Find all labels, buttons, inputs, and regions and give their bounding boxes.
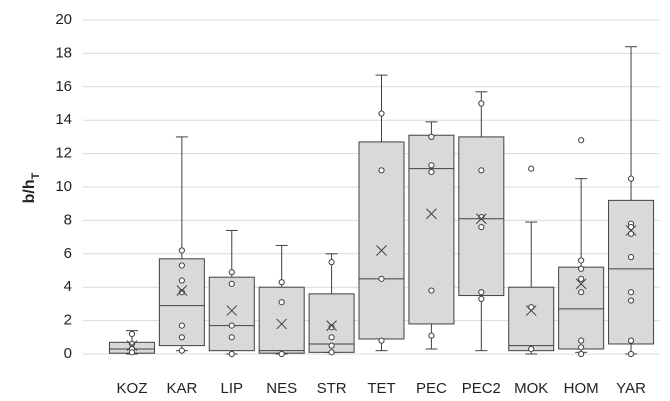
y-tick-label: 16 [55,78,72,95]
mean-marker [575,278,587,290]
y-tick-label: 18 [55,44,72,61]
data-point [228,322,235,329]
data-point [378,167,385,174]
data-point [578,275,585,282]
data-point [578,137,585,144]
mean-marker [525,305,537,316]
data-point [478,289,485,296]
data-point [228,269,235,276]
data-point [528,345,535,353]
data-point [627,175,635,182]
data-point [627,337,635,344]
data-point [428,162,435,169]
y-axis-label: b/hT [21,172,42,203]
data-point [428,168,435,176]
data-point [328,324,335,331]
x-tick-label: KOZ [117,380,148,397]
data-point [328,342,335,349]
data-point [428,332,435,339]
data-point [278,350,285,358]
data-point [378,337,385,344]
data-point [578,289,585,296]
data-point [627,289,635,296]
data-point [578,337,585,344]
x-tick-label: YAR [616,380,646,397]
data-point [178,262,185,269]
data-point [178,322,185,329]
y-tick-label: 10 [55,178,72,195]
box [158,258,205,347]
data-point [478,223,485,231]
data-point [228,350,235,358]
x-tick-label: PEC [416,380,447,397]
data-point [178,289,185,296]
y-tick-label: 20 [55,11,72,28]
data-point [578,350,585,358]
y-tick-label: 2 [64,312,72,329]
x-tick-label: TET [367,380,395,397]
data-point [378,275,385,282]
mean-marker [475,213,487,225]
y-label-main: b/h [21,179,38,203]
data-point [627,223,635,231]
y-tick-label: 6 [64,245,72,262]
data-point [627,230,635,237]
data-point [478,213,485,221]
data-point [478,100,485,107]
mean-marker [625,225,637,236]
data-point [478,167,485,174]
data-point [228,280,235,287]
data-point [228,334,235,341]
box [258,286,305,354]
x-tick-label: PEC2 [462,380,501,397]
data-point [328,349,335,356]
x-tick-label: KAR [166,380,197,397]
x-tick-label: LIP [221,380,244,397]
data-point [528,165,535,172]
data-point [328,259,335,266]
mean-marker [426,208,437,220]
data-point [128,349,136,356]
x-tick-label: STR [317,380,347,397]
box [358,141,405,340]
data-point [627,254,635,261]
data-point [278,279,285,286]
mean-marker [326,320,337,331]
data-point [578,257,585,264]
x-tick-label: MOK [514,380,548,397]
y-tick-label: 4 [64,278,72,295]
data-point [428,287,435,294]
y-tick-label: 12 [55,145,72,162]
y-tick-label: 8 [64,211,72,228]
data-point [278,299,285,306]
data-point [378,110,385,117]
y-tick-label: 14 [55,111,72,128]
data-point [178,334,185,341]
y-tick-label: 0 [64,345,72,362]
y-label-sub: T [30,172,42,179]
data-point [178,347,185,354]
mean-marker [376,245,387,256]
data-point [627,297,635,304]
mean-marker [126,340,138,352]
data-point [627,350,635,358]
data-point [128,330,136,338]
data-point [478,295,485,302]
data-point [428,133,435,140]
box [508,286,555,352]
mean-marker [276,318,288,330]
data-point [578,265,585,272]
data-point [178,277,185,284]
data-point [578,344,585,351]
data-point [328,334,335,341]
x-tick-label: HOM [564,380,599,397]
mean-marker [226,305,238,316]
data-point [178,247,185,254]
mean-marker [176,285,188,296]
data-point [528,304,535,311]
x-tick-label: NES [266,380,297,397]
